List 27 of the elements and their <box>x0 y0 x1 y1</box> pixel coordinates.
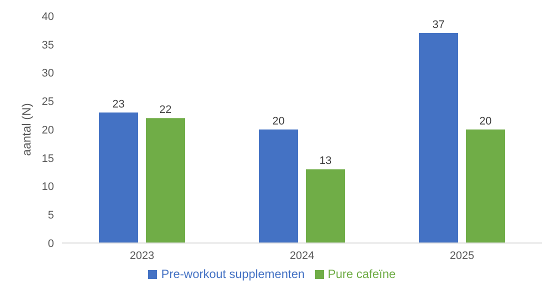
bar <box>306 169 345 243</box>
data-label: 20 <box>272 116 285 128</box>
bar <box>99 112 138 243</box>
y-tick-label: 5 <box>48 210 54 222</box>
bar <box>146 118 185 243</box>
y-tick-label: 25 <box>42 96 54 108</box>
x-tick-label: 2023 <box>130 250 154 262</box>
y-tick-label: 30 <box>42 68 54 80</box>
y-tick-label: 35 <box>42 39 54 52</box>
data-label: 20 <box>479 116 492 128</box>
legend-label: Pure cafeïne <box>328 267 396 281</box>
x-tick-label: 2025 <box>450 250 474 262</box>
bar <box>259 130 298 243</box>
y-tick-label: 0 <box>48 238 54 250</box>
y-tick-label: 40 <box>42 10 54 23</box>
data-label: 37 <box>432 19 445 32</box>
y-tick-label: 15 <box>42 152 54 165</box>
data-label: 23 <box>112 98 125 110</box>
legend-label: Pre-workout supplementen <box>161 267 305 281</box>
y-tick-label: 10 <box>42 181 54 194</box>
data-label: 13 <box>319 155 332 168</box>
bar <box>466 130 505 243</box>
y-tick-label: 20 <box>42 124 54 136</box>
x-tick-label: 2024 <box>290 250 314 262</box>
data-label: 22 <box>159 104 172 116</box>
y-axis-title: aantal (N) <box>19 103 34 156</box>
bar <box>419 33 458 243</box>
